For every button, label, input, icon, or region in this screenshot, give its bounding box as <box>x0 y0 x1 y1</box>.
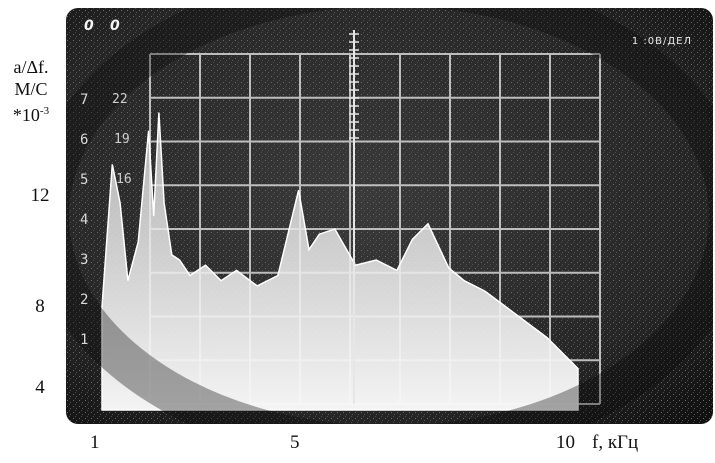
inner-tick-label: 3 <box>80 252 89 268</box>
y-axis-label-line1: a/Δf. <box>13 57 49 77</box>
screen-topbar: 0 0 1 :0В/ДЕЛ <box>80 12 700 47</box>
x-tick-label: 5 <box>290 432 300 453</box>
x-tick-label: 10 <box>556 432 575 453</box>
spectrum-plot <box>66 8 713 424</box>
inner-tick-label: 2 <box>80 292 89 308</box>
scale-readout: 1 :0В/ДЕЛ <box>631 36 692 47</box>
y-axis-label-line3: *10-3 <box>2 100 60 126</box>
inner-tick-label-secondary: 19 <box>114 132 130 147</box>
x-tick-label: 1 <box>90 432 100 453</box>
center-marker <box>349 30 359 404</box>
inner-tick-label-secondary: 16 <box>116 172 132 187</box>
y-axis-label-multiplier: *10 <box>12 105 40 125</box>
spectrum-area <box>101 112 579 411</box>
inner-tick-label: 6 <box>80 132 89 148</box>
y-tick-label: 4 <box>35 377 45 398</box>
y-tick-label: 8 <box>35 296 45 317</box>
inner-tick-label: 7 <box>80 92 89 108</box>
y-axis-label-line2: M/C <box>14 79 48 99</box>
y-tick-label: 12 <box>30 185 50 206</box>
inner-tick-label: 1 <box>80 332 89 348</box>
x-axis-label: f, кГц <box>592 432 639 453</box>
oscilloscope-screen: 0 0 1 :0В/ДЕЛ 7 6 5 4 3 2 1 22 19 16 <box>66 8 713 424</box>
inner-tick-label: 5 <box>80 172 89 188</box>
y-axis-label-exponent: -3 <box>39 105 50 117</box>
y-axis-label: a/Δf. M/C *10-3 <box>2 56 60 126</box>
channel-indicator: 0 <box>110 18 120 34</box>
inner-tick-label-secondary: 22 <box>112 92 128 107</box>
inner-tick-label: 4 <box>80 212 89 228</box>
channel-indicator: 0 <box>84 18 94 34</box>
